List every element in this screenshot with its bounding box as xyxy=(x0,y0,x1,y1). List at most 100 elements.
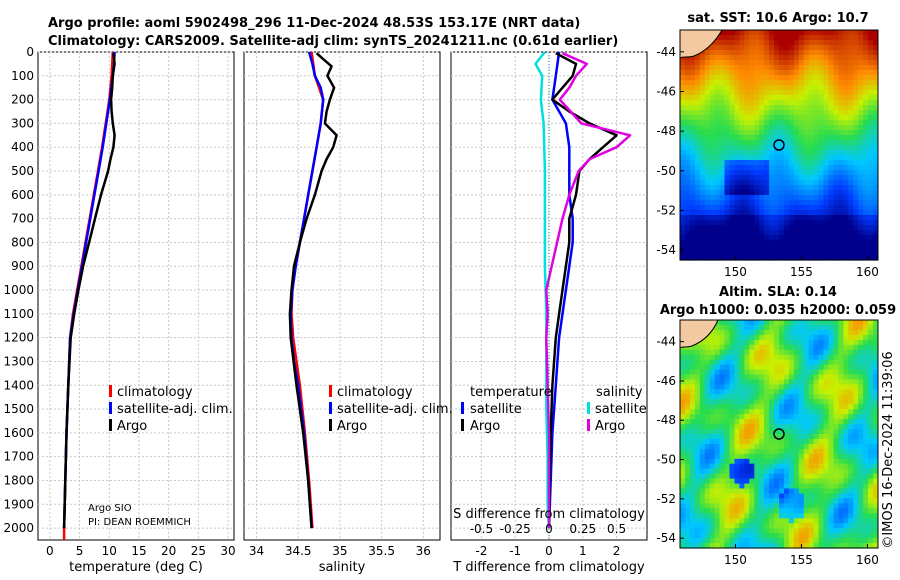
heatmap-cell xyxy=(823,180,829,186)
x-tick-label: 35.5 xyxy=(368,544,395,558)
heatmap-cell xyxy=(744,115,750,121)
heatmap-cell xyxy=(764,424,770,430)
heatmap-cell xyxy=(813,85,820,91)
heatmap-cell xyxy=(689,200,696,206)
heatmap-cell xyxy=(719,533,726,539)
heatmap-cell xyxy=(704,225,711,231)
heatmap-cell xyxy=(699,210,706,216)
heatmap-cell xyxy=(868,100,874,106)
heatmap-cell xyxy=(868,359,874,366)
heatmap-cell xyxy=(764,354,770,361)
heatmap-cell xyxy=(769,325,775,331)
heatmap-cell xyxy=(803,369,810,376)
heatmap-cell xyxy=(828,493,834,500)
heatmap-cell xyxy=(734,220,740,226)
heatmap-cell xyxy=(709,399,716,405)
heatmap-cell xyxy=(808,523,815,529)
heatmap-cell xyxy=(744,125,750,131)
heatmap-cell xyxy=(680,205,686,211)
heatmap-cell xyxy=(685,160,691,166)
heatmap-cell xyxy=(848,483,854,490)
heatmap-cell xyxy=(754,443,760,450)
heatmap-cell xyxy=(680,533,686,539)
heatmap-cell xyxy=(704,344,711,351)
heatmap-cell xyxy=(779,523,785,529)
heatmap-cell xyxy=(803,394,810,400)
heatmap-cell xyxy=(784,170,790,176)
heatmap-cell xyxy=(788,399,795,405)
heatmap-cell xyxy=(818,320,825,326)
heatmap-cell xyxy=(714,215,721,221)
heatmap-cell xyxy=(868,230,874,236)
heatmap-cell xyxy=(769,483,775,490)
heatmap-cell xyxy=(754,180,760,186)
x-tick-label: -2 xyxy=(475,544,487,558)
heatmap-cell xyxy=(833,55,839,61)
heatmap-cell xyxy=(793,419,800,425)
depth-tick-label: 600 xyxy=(11,188,34,202)
heatmap-cell xyxy=(739,344,745,351)
heatmap-cell xyxy=(680,170,686,176)
heatmap-cell xyxy=(793,30,800,36)
heatmap-cell xyxy=(803,35,810,41)
heatmap-cell xyxy=(803,458,810,465)
heatmap-cell xyxy=(808,180,815,186)
heatmap-cell xyxy=(823,75,829,81)
heatmap-cell xyxy=(833,60,839,66)
heatmap-cell xyxy=(749,55,755,61)
heatmap-cell xyxy=(759,513,765,519)
heatmap-cell xyxy=(823,235,829,241)
heatmap-cell xyxy=(838,443,844,450)
heatmap-cell xyxy=(838,409,844,415)
heatmap-cell xyxy=(813,488,820,495)
heatmap-cell xyxy=(714,424,721,430)
heatmap-cell xyxy=(734,210,740,216)
salinity-grid xyxy=(244,51,440,540)
heatmap-cell xyxy=(704,175,711,181)
heatmap-cell xyxy=(685,498,691,504)
heatmap-cell xyxy=(709,429,716,435)
heatmap-cell xyxy=(685,473,691,480)
heatmap-cell xyxy=(709,45,716,51)
heatmap-cell xyxy=(709,344,716,351)
heatmap-cell xyxy=(793,394,800,400)
depth-tick-label: 800 xyxy=(11,235,34,249)
heatmap-cell xyxy=(739,170,745,176)
heatmap-cell xyxy=(833,145,839,151)
heatmap-cell xyxy=(838,434,844,440)
heatmap-cell xyxy=(774,468,780,475)
heatmap-cell xyxy=(694,443,701,450)
heatmap-cell xyxy=(798,100,805,106)
heatmap-cell xyxy=(833,339,839,346)
heatmap-cell xyxy=(744,150,750,156)
heatmap-cell xyxy=(788,404,795,410)
t-difference-xlabel: T difference from climatology xyxy=(452,560,645,575)
heatmap-cell xyxy=(734,498,740,504)
heatmap-cell xyxy=(764,145,770,151)
heatmap-cell xyxy=(749,414,755,420)
heatmap-cell xyxy=(873,240,879,246)
heatmap-cell xyxy=(704,165,711,171)
heatmap-cell xyxy=(709,170,716,176)
heatmap-cell xyxy=(828,463,834,470)
heatmap-cell xyxy=(818,210,825,216)
heatmap-cell xyxy=(779,45,785,51)
heatmap-cell xyxy=(788,45,795,51)
salinity-xlabel: salinity xyxy=(319,560,366,575)
heatmap-cell xyxy=(843,90,849,96)
heatmap-cell xyxy=(833,439,839,445)
heatmap-cell xyxy=(784,60,790,66)
s-difference-tick-labels: -0.5 -0.25 0 0.25 0.5 xyxy=(470,522,626,536)
heatmap-cell xyxy=(685,185,691,191)
heatmap-cell xyxy=(694,488,701,495)
heatmap-cell xyxy=(784,50,790,56)
heatmap-cell xyxy=(833,434,839,440)
heatmap-cell xyxy=(779,473,785,480)
heatmap-cell xyxy=(779,115,785,121)
heatmap-cell xyxy=(803,105,810,111)
heatmap-cell xyxy=(823,165,829,171)
heatmap-cell xyxy=(803,424,810,430)
heatmap-cell xyxy=(704,488,711,495)
heatmap-cell xyxy=(739,543,745,549)
heatmap-cell xyxy=(709,503,716,509)
